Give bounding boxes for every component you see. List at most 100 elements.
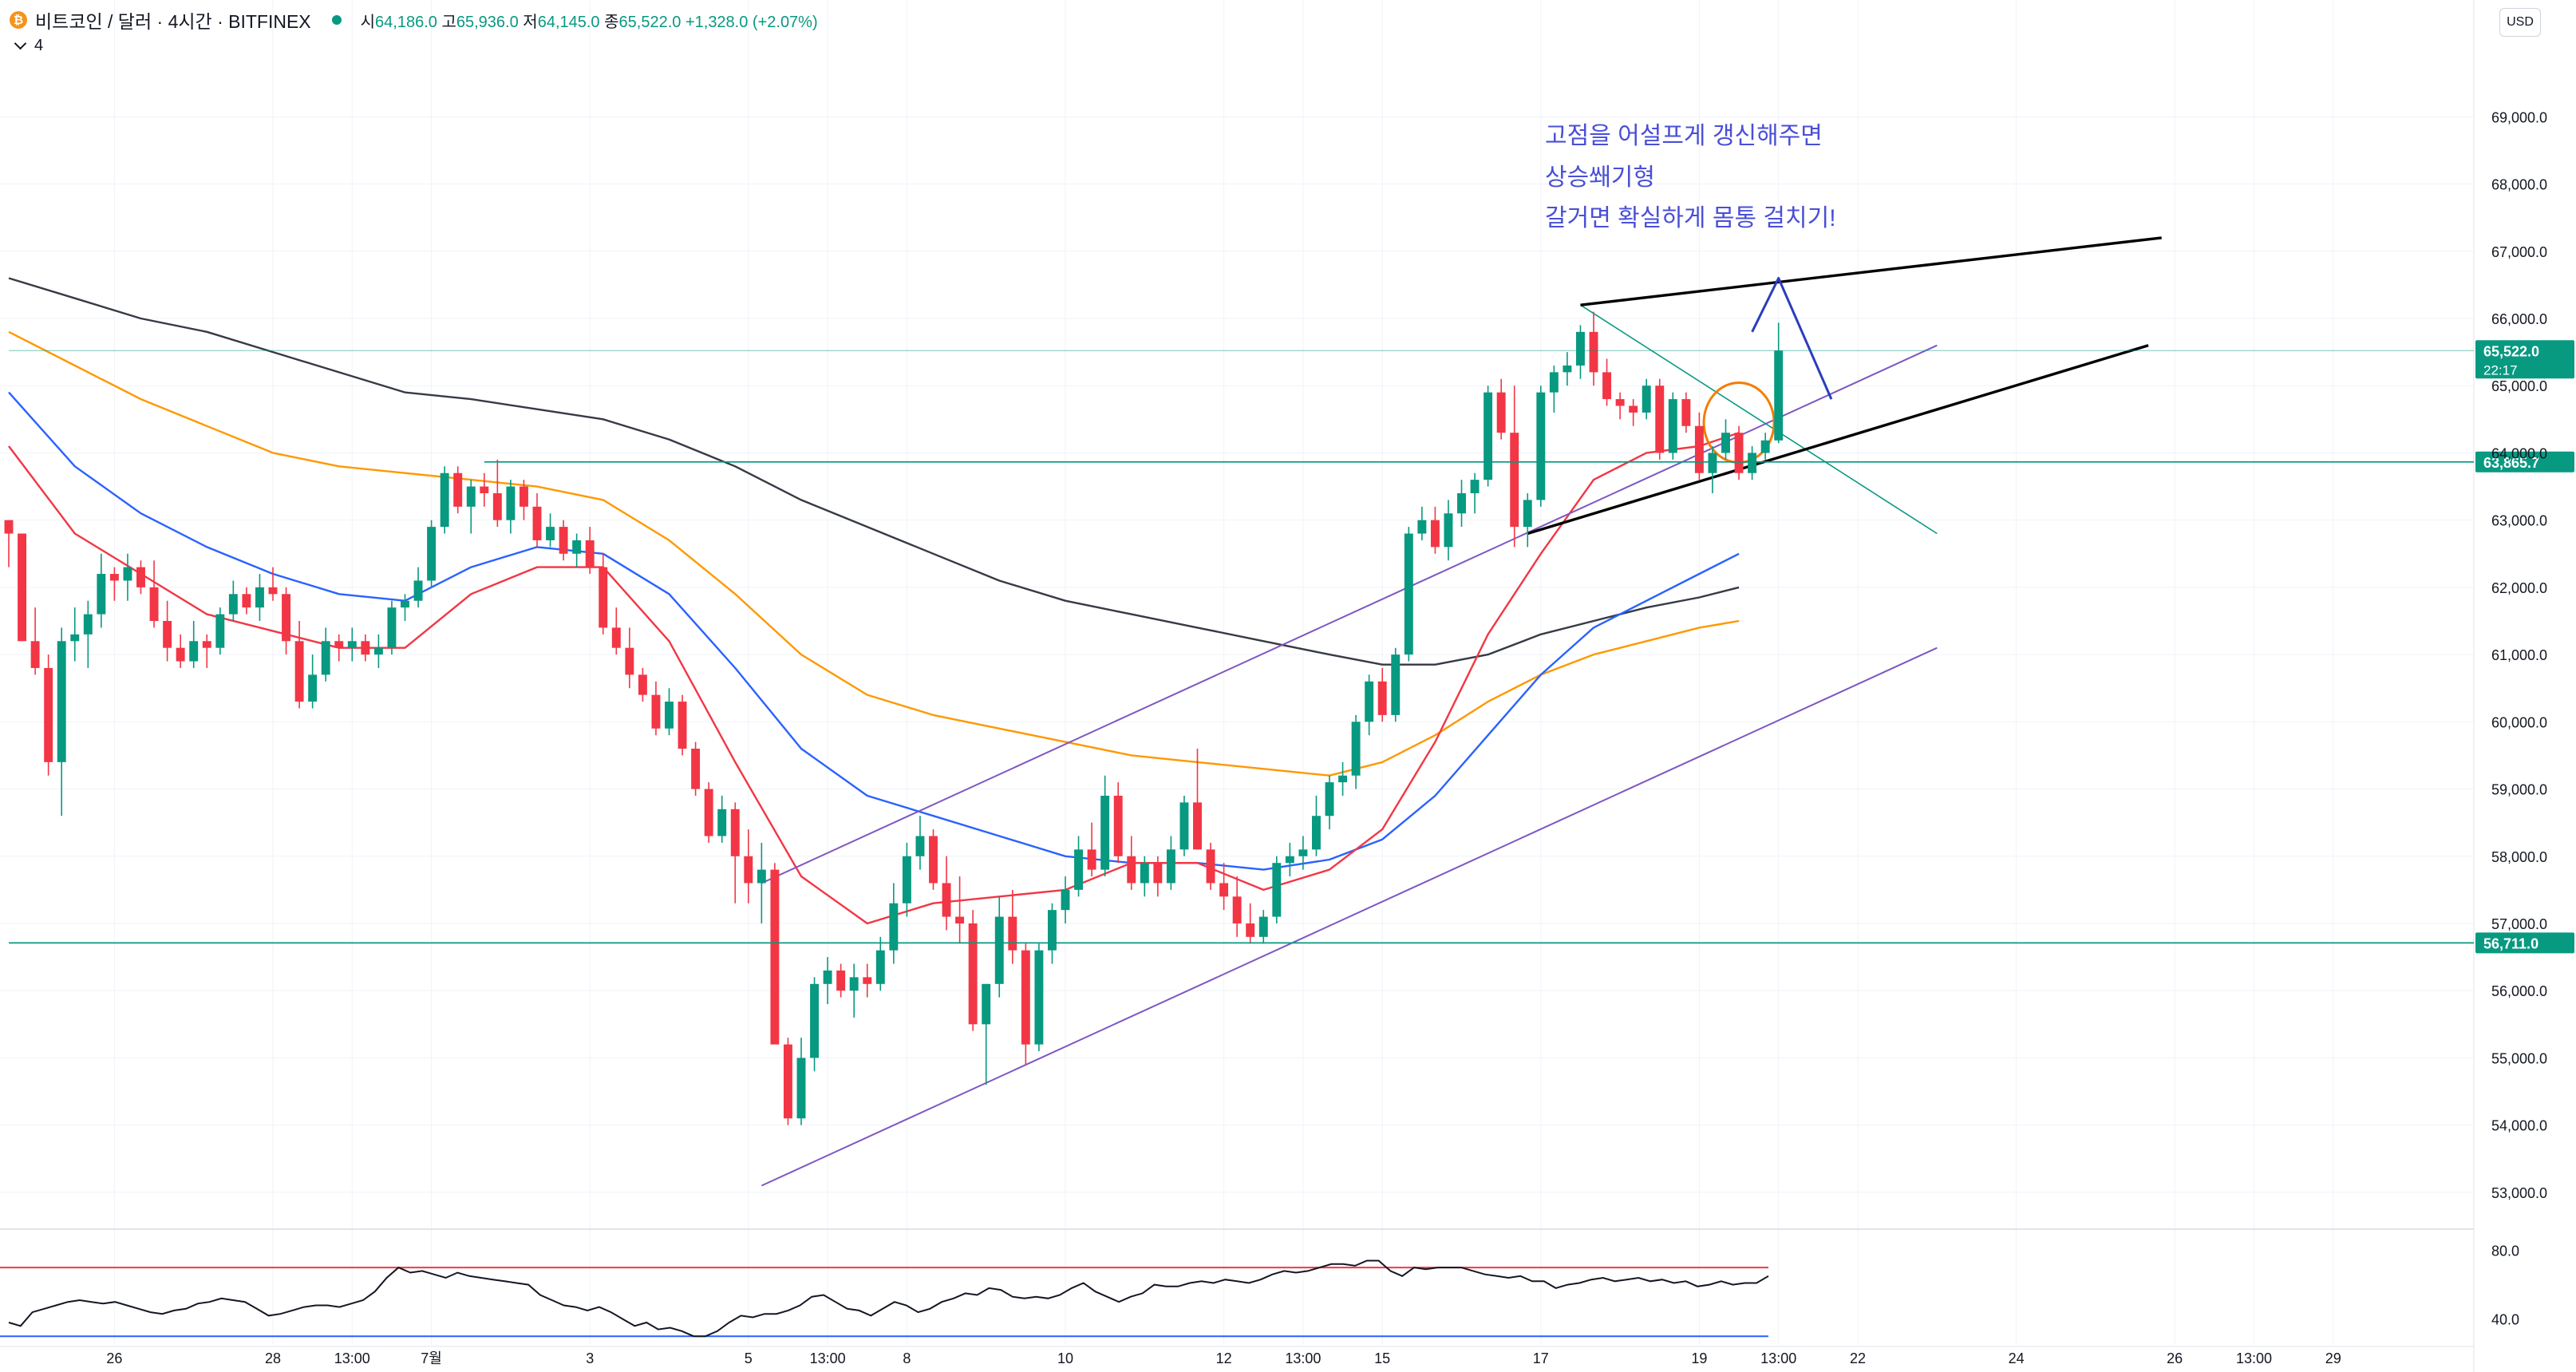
ema-black-line — [8, 277, 1740, 666]
candle-up — [1523, 500, 1532, 528]
candle-down — [585, 540, 595, 567]
price-tick-label: 63,000.0 — [2491, 513, 2547, 529]
candle-up — [123, 567, 132, 581]
open-label: 시 — [360, 13, 376, 31]
candle-down — [638, 674, 647, 695]
candle-up — [849, 977, 859, 991]
channel-upper-line — [761, 344, 1938, 884]
candle-up — [427, 527, 437, 581]
close-label: 종 — [604, 13, 619, 31]
time-tick-label: 26 — [2167, 1350, 2183, 1366]
candle-up — [796, 1058, 806, 1119]
time-tick-label: 22 — [1850, 1350, 1866, 1366]
time-tick-label: 15 — [1374, 1350, 1390, 1366]
candle-up — [875, 950, 885, 984]
price-tick-label: 61,000.0 — [2491, 647, 2547, 663]
time-tick-label: 28 — [265, 1350, 281, 1366]
symbol-header[interactable]: ₿ 비트코인 / 달러 · 4시간 · BITFINEX 시64,186.0 고… — [10, 8, 818, 32]
time-tick-label: 12 — [1216, 1350, 1232, 1366]
price-tick-label: 55,000.0 — [2491, 1050, 2547, 1066]
rsi-pane: 40.0 80.0 — [0, 1243, 2519, 1338]
ohlc-values: 시64,186.0 고65,936.0 저64,145.0 종65,522.0 … — [361, 9, 818, 32]
candle-down — [268, 587, 278, 595]
symbol-title[interactable]: 비트코인 / 달러 · 4시간 · BITFINEX — [35, 11, 311, 32]
price-tick-label: 66,000.0 — [2491, 311, 2547, 327]
candle-up — [1774, 350, 1784, 441]
candle-up — [1404, 533, 1413, 655]
candle-up — [1748, 453, 1757, 473]
currency-button[interactable]: USD — [2499, 8, 2541, 37]
chevron-down-icon — [14, 37, 27, 50]
indicator-toggle[interactable]: 4 — [14, 37, 43, 55]
candle-up — [1074, 849, 1084, 890]
candle-down — [783, 1044, 792, 1119]
candle-down — [1615, 399, 1625, 406]
annotation-text: 고점을 어설프게 갱신해주면 상승쐐기형 갈거면 확실하게 몸통 걸치기! — [1545, 123, 1836, 231]
candle-down — [599, 567, 608, 628]
candle-up — [255, 587, 264, 608]
candle-up — [1258, 916, 1268, 937]
candle-up — [1575, 331, 1585, 366]
time-tick-label: 10 — [1057, 1350, 1073, 1366]
low-label: 저 — [523, 13, 538, 31]
high-label: 고 — [441, 13, 456, 31]
candle-down — [1206, 849, 1215, 884]
time-axis[interactable]: 26 28 13:00 7월 3 5 13:00 8 10 12 13:00 15 17 19 13:00 2… — [106, 1350, 2341, 1366]
candle-up — [1391, 654, 1401, 715]
candle-up — [994, 916, 1004, 984]
price-tick-label: 68,000.0 — [2491, 177, 2547, 193]
price-tick-label: 54,000.0 — [2491, 1118, 2547, 1134]
candle-down — [1589, 331, 1598, 373]
candle-up — [1100, 795, 1110, 870]
candle-down — [955, 916, 965, 923]
candle-up — [1298, 849, 1308, 856]
candle-down — [136, 567, 145, 587]
candle-down — [149, 587, 159, 621]
candle-up — [57, 641, 66, 762]
candle-down — [1629, 405, 1638, 413]
channel-lower-line — [761, 646, 1938, 1187]
candle-up — [1272, 863, 1282, 917]
candle-up — [546, 527, 555, 540]
open-value: 64,186.0 — [375, 13, 437, 31]
change-value: +1,328.0 (+2.07%) — [685, 13, 818, 31]
price-tick-label: 65,000.0 — [2491, 378, 2547, 394]
candle-down — [1602, 372, 1612, 400]
candle-down — [559, 527, 568, 554]
candle-down — [1734, 433, 1744, 473]
time-tick-label: 13:00 — [2236, 1350, 2272, 1366]
candle-up — [1668, 399, 1677, 453]
candle-down — [704, 789, 713, 836]
price-tick-label: 60,000.0 — [2491, 714, 2547, 730]
candle-down — [968, 923, 978, 1025]
candle-up — [1365, 681, 1374, 722]
candle-down — [863, 977, 872, 984]
time-tick-label: 17 — [1533, 1350, 1549, 1366]
candle-down — [1193, 802, 1202, 850]
ema-orange-line — [8, 330, 1740, 777]
candle-up — [665, 702, 674, 729]
indicator-count: 4 — [34, 37, 44, 54]
candle-down — [1008, 916, 1017, 951]
candle-down — [1510, 433, 1519, 528]
candle-down — [625, 647, 634, 675]
candle-down — [1496, 392, 1506, 433]
high-value: 65,936.0 — [456, 13, 519, 31]
candle-up — [1061, 889, 1070, 911]
rsi-tick-label: 40.0 — [2491, 1312, 2519, 1328]
candle-down — [744, 856, 753, 884]
price-level-label: 63,865.7 — [2483, 455, 2539, 471]
trend-drawings[interactable] — [761, 236, 2162, 1187]
price-axis[interactable]: 53,000.0 54,000.0 55,000.0 56,000.0 57,000.0… — [2491, 109, 2547, 1201]
candle-down — [1153, 863, 1163, 884]
close-value: 65,522.0 — [618, 13, 682, 31]
candle-up — [401, 600, 409, 608]
candle-up — [1285, 856, 1294, 864]
time-tick-label: 7월 — [421, 1350, 442, 1366]
candle-down — [519, 486, 528, 507]
wedge-upper-line — [1580, 236, 2162, 306]
annotation-line-2: 상승쐐기형 — [1545, 164, 1655, 191]
candle-up — [373, 647, 383, 655]
candle-down — [334, 641, 344, 648]
